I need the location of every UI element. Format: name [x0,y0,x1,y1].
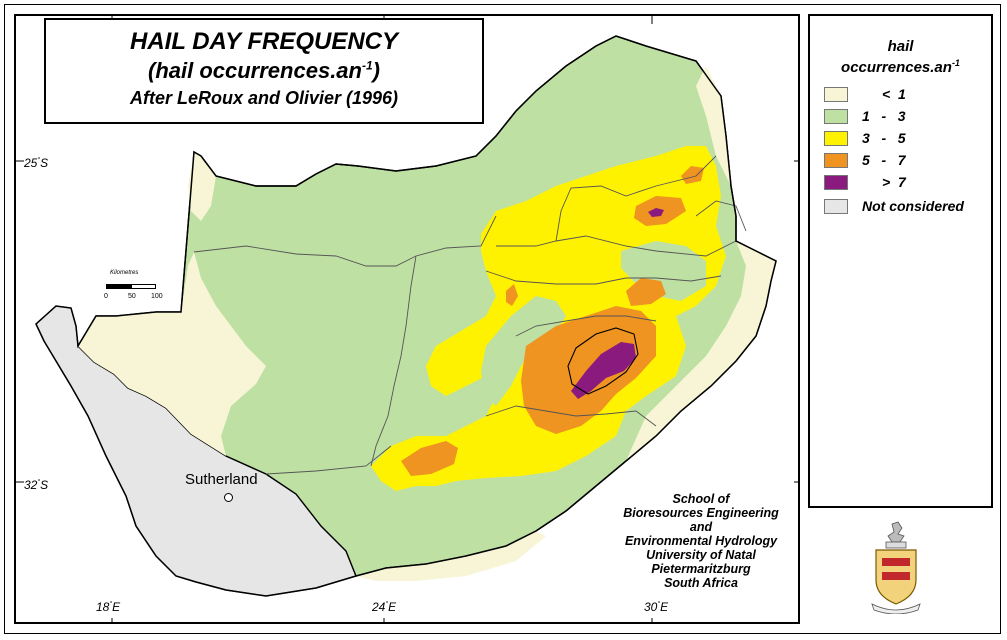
map-source: After LeRoux and Olivier (1996) [129,88,399,108]
credit-line: Environmental Hydrology [624,534,778,548]
legend-title: hail occurrences.an-1 [841,38,960,76]
legend-swatch [824,199,848,214]
scale-bar-tick-100: 100 [151,293,163,300]
legend-swatch [824,131,848,146]
credit-line: School of [672,492,730,506]
scale-bar-title: Kilometres [110,270,139,276]
map-title: HAIL DAY FREQUENCY [129,28,399,55]
credit-line: Pietermaritzburg [651,562,751,576]
legend-swatch [824,109,848,124]
zone-gt7-central [571,342,636,399]
lesotho-outline [567,327,639,395]
credit-line: University of Natal [646,548,756,562]
legend-swatch [824,153,848,168]
low-region-west [78,252,266,456]
zone-5-7-southwest [401,441,458,476]
zone-1-3-inner [481,296,566,406]
university-crest-logo [871,521,921,614]
hail-map [16,16,798,622]
legend-label: > 7 [882,174,906,190]
lon-label-18: 18°E [96,600,121,614]
scale-bar-segment-1 [106,284,131,289]
legend-item: 3 - 5 [824,130,989,148]
map-subtitle: (hail occurrences.an-1) [148,58,380,83]
credit-line: Bioresources Engineering [623,506,779,520]
scale-bar-tick-50: 50 [128,293,136,300]
legend-label: 3 - 5 [862,130,906,146]
lon-label-24: 24°E [372,600,397,614]
credit-line: and [689,520,713,534]
low-region-east-coast [626,241,776,461]
country-outline [35,35,777,597]
legend-label: < 1 [882,86,906,102]
legend-label: Not considered [862,198,964,214]
low-region-south [356,531,546,581]
scale-bar-segment-2 [131,284,156,289]
legend-item: < 1 [824,86,989,104]
lat-label-25: 25°S [24,156,49,170]
credit-block: School of Bioresources Engineering and E… [606,492,796,590]
lat-label-32: 32°S [24,478,49,492]
province-borders [193,155,747,475]
place-marker-sutherland [224,493,233,502]
legend-label: 1 - 3 [862,108,906,124]
legend-item: Not considered [824,198,989,216]
legend-item: > 7 [824,174,989,192]
outer-frame [4,4,1001,634]
credit-line: South Africa [664,576,738,590]
lon-label-30: 30°E [644,600,669,614]
legend-label: 5 - 7 [862,152,906,168]
zone-gt7-northeast [648,208,664,217]
scale-bar-tick-0: 0 [104,293,108,300]
zone-5-7-small [506,284,518,306]
place-label-sutherland: Sutherland [185,471,258,488]
map-title-box: HAIL DAY FREQUENCY (hail occurrences.an-… [44,18,484,124]
legend-item: 1 - 3 [824,108,989,126]
legend-swatch [824,175,848,190]
map-panel: HAIL DAY FREQUENCY (hail occurrences.an-… [14,14,800,624]
legend-item: 5 - 7 [824,152,989,170]
low-region-northwest [188,152,216,221]
zone-5-7-east [626,278,666,306]
legend-swatch [824,87,848,102]
legend-panel: hail occurrences.an-1 < 1 1 - 3 3 - 5 5 … [808,14,993,508]
zone-5-7-north [681,166,704,184]
low-region-northeast [696,66,731,186]
